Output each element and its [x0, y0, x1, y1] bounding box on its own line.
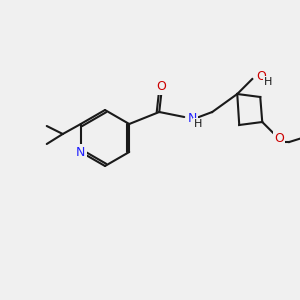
- Text: N: N: [188, 112, 197, 125]
- Text: O: O: [156, 80, 166, 94]
- Text: O: O: [256, 70, 266, 83]
- Text: H: H: [194, 119, 202, 129]
- Text: N: N: [76, 146, 86, 158]
- Text: O: O: [274, 133, 284, 146]
- Text: H: H: [264, 77, 272, 87]
